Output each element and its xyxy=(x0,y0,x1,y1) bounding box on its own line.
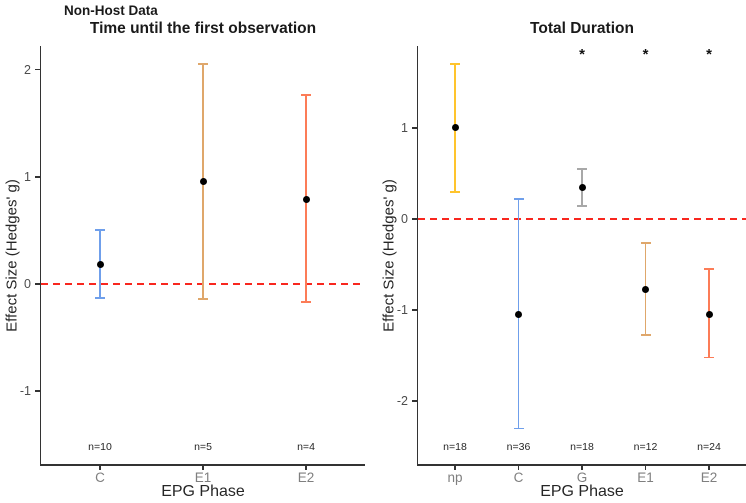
error-bar-cap-bottom xyxy=(450,190,460,193)
error-bar-cap-top xyxy=(450,63,460,66)
y-tick-mark xyxy=(411,309,417,311)
error-bar-cap-top xyxy=(95,229,105,232)
error-bar-cap-top xyxy=(513,198,524,200)
y-tick-label: -1 xyxy=(396,303,408,318)
x-tick-label: E2 xyxy=(700,470,718,485)
error-bar-cap-top xyxy=(704,268,714,270)
y-tick-mark xyxy=(34,175,40,178)
point-estimate-dot xyxy=(578,183,586,191)
error-bar-cap-bottom xyxy=(198,298,208,300)
error-bar-cap-bottom xyxy=(640,333,651,336)
x-tick-label: C xyxy=(513,470,524,485)
x-tick-mark xyxy=(517,465,520,471)
y-axis-line xyxy=(39,46,42,466)
y-tick-label: 1 xyxy=(401,120,408,135)
x-tick-mark xyxy=(454,465,456,471)
error-bar-cap-top xyxy=(577,168,587,170)
left-panel-title: Time until the first observation xyxy=(89,20,317,37)
sample-size-label: n=5 xyxy=(194,441,212,453)
x-axis-line xyxy=(416,464,746,466)
error-bar-cap-bottom xyxy=(301,301,311,304)
sample-size-label: n=24 xyxy=(697,441,721,453)
y-tick-mark xyxy=(34,283,40,285)
sample-size-label: n=36 xyxy=(506,441,531,453)
y-tick-label: -1 xyxy=(19,384,31,399)
y-tick-mark xyxy=(411,127,417,129)
point-estimate-dot xyxy=(96,261,104,269)
x-axis-line xyxy=(39,464,365,466)
point-estimate-dot xyxy=(199,177,207,185)
left-y-axis-label: Effect Size (Hedges' g) xyxy=(3,179,21,332)
zero-reference-line xyxy=(418,218,746,221)
sample-size-label: n=18 xyxy=(443,441,467,453)
x-tick-mark xyxy=(202,465,204,471)
y-axis-line xyxy=(416,46,419,466)
significance-asterisk: * xyxy=(706,46,712,63)
y-tick-label: 1 xyxy=(24,169,31,184)
y-tick-label: 0 xyxy=(401,212,408,227)
x-tick-mark xyxy=(99,465,101,471)
x-tick-mark xyxy=(305,465,307,471)
point-estimate-dot xyxy=(302,195,310,203)
sample-size-label: n=18 xyxy=(570,441,594,453)
y-tick-mark xyxy=(411,218,417,220)
error-bar-cap-bottom xyxy=(95,296,105,299)
y-tick-label: 2 xyxy=(24,62,31,77)
sample-size-label: n=10 xyxy=(88,441,112,453)
y-tick-label: 0 xyxy=(24,276,31,291)
error-bar-cap-bottom xyxy=(513,427,524,430)
y-tick-mark xyxy=(411,400,417,402)
point-estimate-dot xyxy=(705,311,713,319)
point-estimate-dot xyxy=(642,285,649,293)
left-x-axis-label: EPG Phase xyxy=(161,483,245,500)
right-panel-title: Total Duration xyxy=(530,20,634,37)
x-tick-label: G xyxy=(576,470,588,485)
x-tick-label: np xyxy=(447,470,463,485)
x-tick-label: E2 xyxy=(297,470,315,485)
error-bar-cap-bottom xyxy=(704,356,714,359)
y-tick-mark xyxy=(34,68,40,71)
point-estimate-dot xyxy=(515,311,522,319)
error-bar-cap-top xyxy=(198,63,208,66)
error-bar-cap-top xyxy=(640,241,651,244)
x-tick-mark xyxy=(581,465,583,471)
x-tick-mark xyxy=(644,465,647,471)
x-tick-label: E1 xyxy=(194,470,212,485)
y-tick-mark xyxy=(34,390,40,392)
x-tick-label: C xyxy=(95,470,105,485)
right-x-axis-label: EPG Phase xyxy=(540,483,624,500)
sample-size-label: n=4 xyxy=(297,441,315,453)
sample-size-label: n=12 xyxy=(633,441,658,453)
x-tick-label: E1 xyxy=(637,470,654,485)
significance-asterisk: * xyxy=(642,46,649,63)
figure-suptitle: Non-Host Data xyxy=(64,3,158,18)
significance-asterisk: * xyxy=(579,46,585,63)
point-estimate-dot xyxy=(451,124,459,132)
y-tick-label: -2 xyxy=(396,394,408,409)
error-bar-cap-top xyxy=(301,94,311,97)
x-tick-mark xyxy=(708,465,710,471)
right-y-axis-label: Effect Size (Hedges' g) xyxy=(380,179,398,332)
error-bar-cap-bottom xyxy=(577,205,587,208)
